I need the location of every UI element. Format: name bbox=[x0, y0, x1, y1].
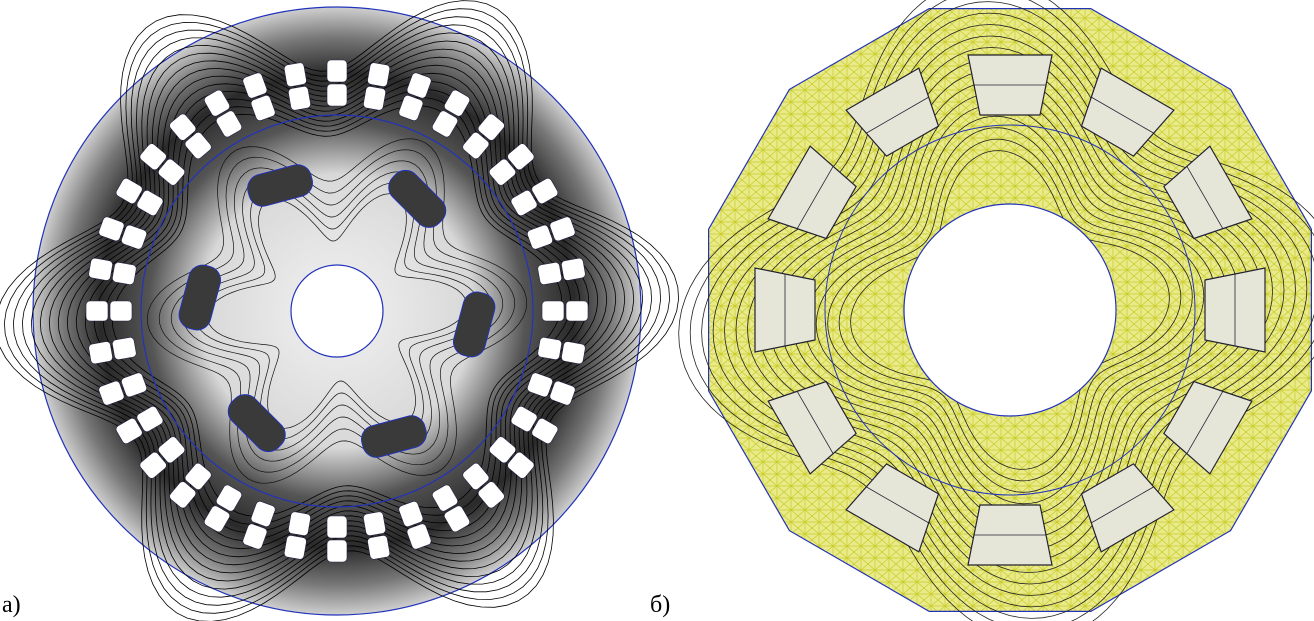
slot-outer bbox=[86, 301, 108, 321]
stator-slot bbox=[755, 268, 815, 352]
slot-outer bbox=[561, 341, 586, 365]
slot-inner bbox=[112, 337, 137, 361]
shaft bbox=[291, 265, 383, 357]
slot-inner bbox=[363, 511, 387, 536]
slot-outer bbox=[327, 540, 347, 562]
slot-outer bbox=[566, 301, 588, 321]
right-machine bbox=[679, 0, 1314, 621]
label-a: а) bbox=[2, 592, 21, 618]
figure: а) б) bbox=[0, 0, 1314, 621]
slot-inner bbox=[327, 516, 347, 538]
stator-slot bbox=[1205, 268, 1265, 352]
slot-outer bbox=[284, 62, 308, 87]
slot-inner bbox=[288, 511, 312, 536]
left-machine bbox=[0, 1, 679, 621]
slot-inner bbox=[542, 301, 564, 321]
bore bbox=[904, 204, 1116, 416]
slot-inner bbox=[537, 337, 562, 361]
stator-slot bbox=[968, 505, 1052, 565]
slot-outer bbox=[367, 535, 391, 560]
slot-inner bbox=[112, 262, 137, 286]
slot-outer bbox=[561, 258, 586, 282]
slot-outer bbox=[284, 535, 308, 560]
slot-outer bbox=[367, 62, 391, 87]
slot-inner bbox=[327, 84, 347, 106]
slot-inner bbox=[363, 86, 387, 111]
stator-slot bbox=[968, 55, 1052, 115]
slot-inner bbox=[110, 301, 132, 321]
slot-outer bbox=[88, 258, 113, 282]
slot-inner bbox=[288, 86, 312, 111]
label-b: б) bbox=[650, 592, 670, 618]
slot-inner bbox=[537, 262, 562, 286]
slot-outer bbox=[327, 60, 347, 82]
slot-outer bbox=[88, 341, 113, 365]
